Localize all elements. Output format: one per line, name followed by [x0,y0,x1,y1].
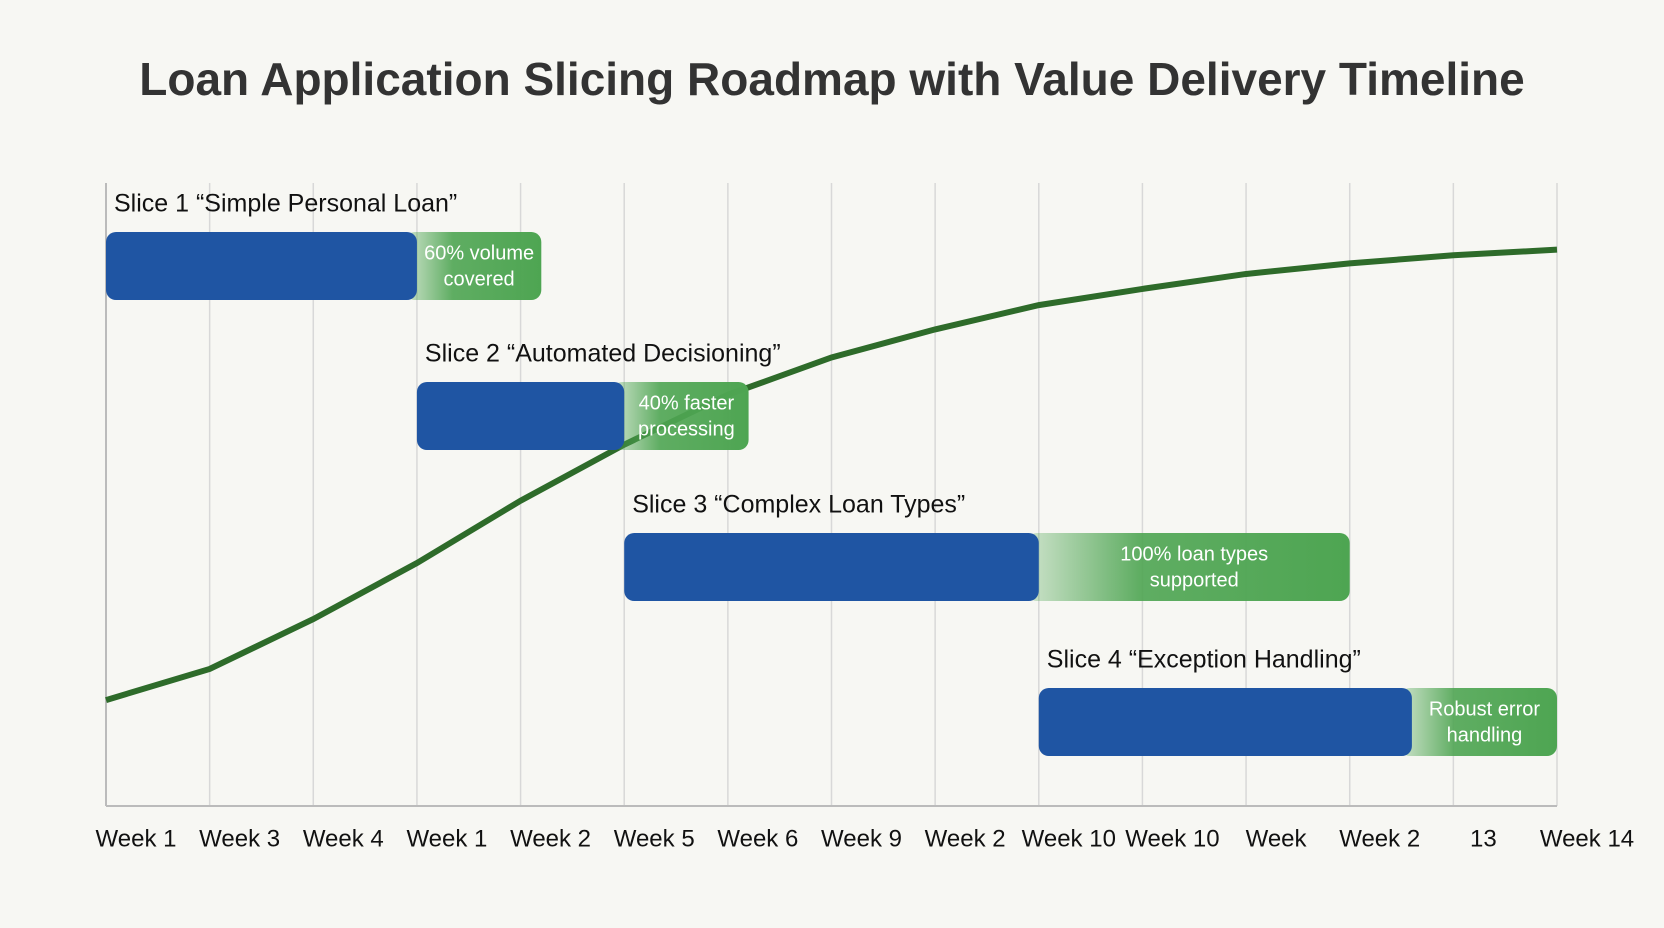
outcome-bar [1399,688,1557,756]
slice-bar [106,232,417,300]
x-tick-label: Week 3 [199,825,280,852]
slice-bar [416,382,625,450]
outcome-label: supported [1150,569,1239,591]
x-tick-label: Week 1 [406,825,487,852]
outcome-bar [1026,533,1350,601]
x-tick-label: Week 5 [614,825,695,852]
outcome-label: 40% faster [639,392,735,414]
outcome-bar [404,232,542,300]
outcome-label: handling [1447,724,1523,746]
x-tick-label: Week 9 [821,825,902,852]
slice-bar [624,533,1039,601]
slice-label: Slice 1 “Simple Personal Loan” [114,190,457,218]
x-tick-label: Week 4 [303,825,384,852]
x-tick-label: Week 10 [1022,825,1116,852]
outcome-label: covered [444,268,515,290]
x-tick-label: Week 2 [925,825,1006,852]
slice-label: Slice 4 “Exception Handling” [1047,646,1361,674]
x-tick-label: Week 6 [717,825,798,852]
outcome-label: Robust error [1429,698,1540,720]
x-tick-label: Week 10 [1125,825,1219,852]
x-tick-label: Week 2 [1339,825,1420,852]
outcome-bar [612,382,749,450]
x-tick-label: Week 2 [510,825,591,852]
chart-title: Loan Application Slicing Roadmap with Va… [139,53,1524,105]
x-tick-label: Week 1 [96,825,177,852]
x-tick-label: Week 14 [1540,825,1634,852]
outcome-label: 60% volume [424,242,534,264]
x-tick-label: Week [1246,825,1308,852]
value-curve [105,246,1558,703]
slice-label: Slice 3 “Complex Loan Types” [632,491,965,519]
outcome-label: processing [638,418,735,440]
x-tick-label: 13 [1470,825,1497,852]
slice-label: Slice 2 “Automated Decisioning” [425,340,781,368]
slice-bar [1038,688,1412,756]
outcome-label: 100% loan types [1120,543,1268,565]
